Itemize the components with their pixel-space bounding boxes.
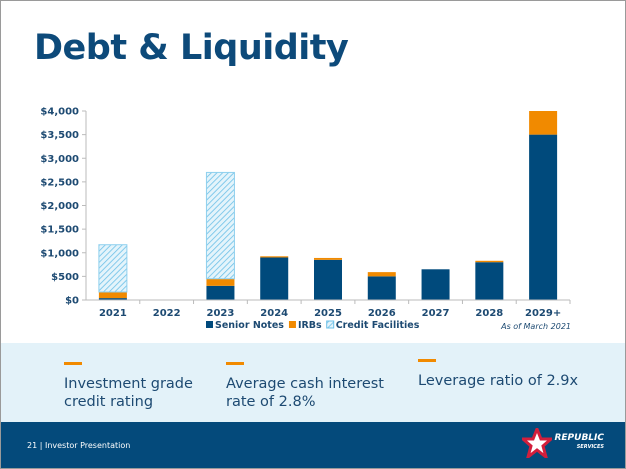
logo-text: REPUBLIC	[554, 433, 604, 443]
y-tick-label: $3,000	[40, 154, 79, 165]
y-tick-label: $1,000	[40, 248, 79, 259]
legend-swatch	[288, 321, 296, 328]
y-tick-label: $1,500	[40, 225, 79, 236]
kpi-leverage: Leverage ratio of 2.9x	[418, 359, 608, 390]
x-tick-label: 2025	[314, 308, 342, 319]
legend-swatch	[206, 321, 213, 328]
y-tick-label: $4,000	[40, 107, 79, 118]
y-tick-label: $2,500	[40, 177, 79, 188]
x-tick-label: 2028	[475, 308, 503, 319]
footer-text: 21 | Investor Presentation	[27, 441, 131, 450]
y-tick-label: $0	[65, 296, 79, 307]
slide-title: Debt & Liquidity	[34, 28, 349, 68]
kpi-band	[0, 343, 626, 422]
bar-senior-notes	[260, 257, 289, 300]
kpi-text: Investment grade credit rating	[64, 376, 193, 410]
debt-maturity-chart: $0 $500 $1,000 $1,500 $2,000 $2,500 $3,000 $3,5…	[40, 107, 571, 332]
kpi-credit-rating: Investment grade credit rating	[64, 362, 214, 411]
y-tick-label: $3,500	[40, 130, 79, 141]
x-tick-label: 2023	[207, 308, 235, 319]
logo-subtext: SERVICES	[576, 444, 604, 450]
bar-credit-facilities	[205, 171, 235, 280]
footer: 21 | Investor Presentation REPUBLIC SERVI…	[0, 422, 626, 469]
legend-label: Credit Facilities	[336, 320, 420, 331]
bar-irbs	[475, 260, 504, 263]
y-tick-label: $500	[51, 272, 79, 283]
legend-swatch	[326, 320, 335, 329]
legend-label: IRBs	[298, 320, 322, 331]
y-tick-label: $2,000	[40, 201, 79, 212]
bar-credit-facilities	[98, 244, 128, 293]
accent-dash	[418, 359, 436, 362]
kpi-text: Average cash interest rate of 2.8%	[226, 376, 384, 410]
as-of-note: As of March 2021	[500, 322, 571, 331]
accent-dash	[64, 362, 82, 365]
bar-irbs	[260, 256, 289, 258]
bar-irbs	[367, 272, 396, 277]
bar-irbs	[98, 291, 127, 299]
kpi-interest-rate: Average cash interest rate of 2.8%	[226, 362, 386, 411]
bar-irbs	[529, 111, 558, 135]
legend-label: Senior Notes	[215, 320, 284, 331]
x-tick-label: 2027	[422, 308, 450, 319]
bar-irbs	[206, 278, 235, 286]
republic-services-logo: REPUBLIC SERVICES	[522, 428, 604, 458]
bar-senior-notes	[314, 259, 342, 300]
bar-senior-notes	[529, 134, 558, 300]
x-tick-label: 2022	[153, 308, 181, 319]
bar-irbs	[314, 257, 342, 260]
bar-senior-notes	[206, 285, 235, 300]
bar-senior-notes	[367, 276, 396, 300]
x-tick-label: 2021	[99, 308, 127, 319]
accent-dash	[226, 362, 244, 365]
kpi-text: Leverage ratio of 2.9x	[418, 373, 579, 389]
star-logo-icon	[522, 428, 553, 458]
bar-senior-notes	[475, 262, 504, 300]
x-tick-label: 2029+	[525, 308, 561, 319]
x-tick-label: 2026	[368, 308, 396, 319]
bar-senior-notes	[421, 269, 450, 300]
bar-senior-notes	[98, 298, 127, 300]
x-tick-label: 2024	[260, 308, 288, 319]
